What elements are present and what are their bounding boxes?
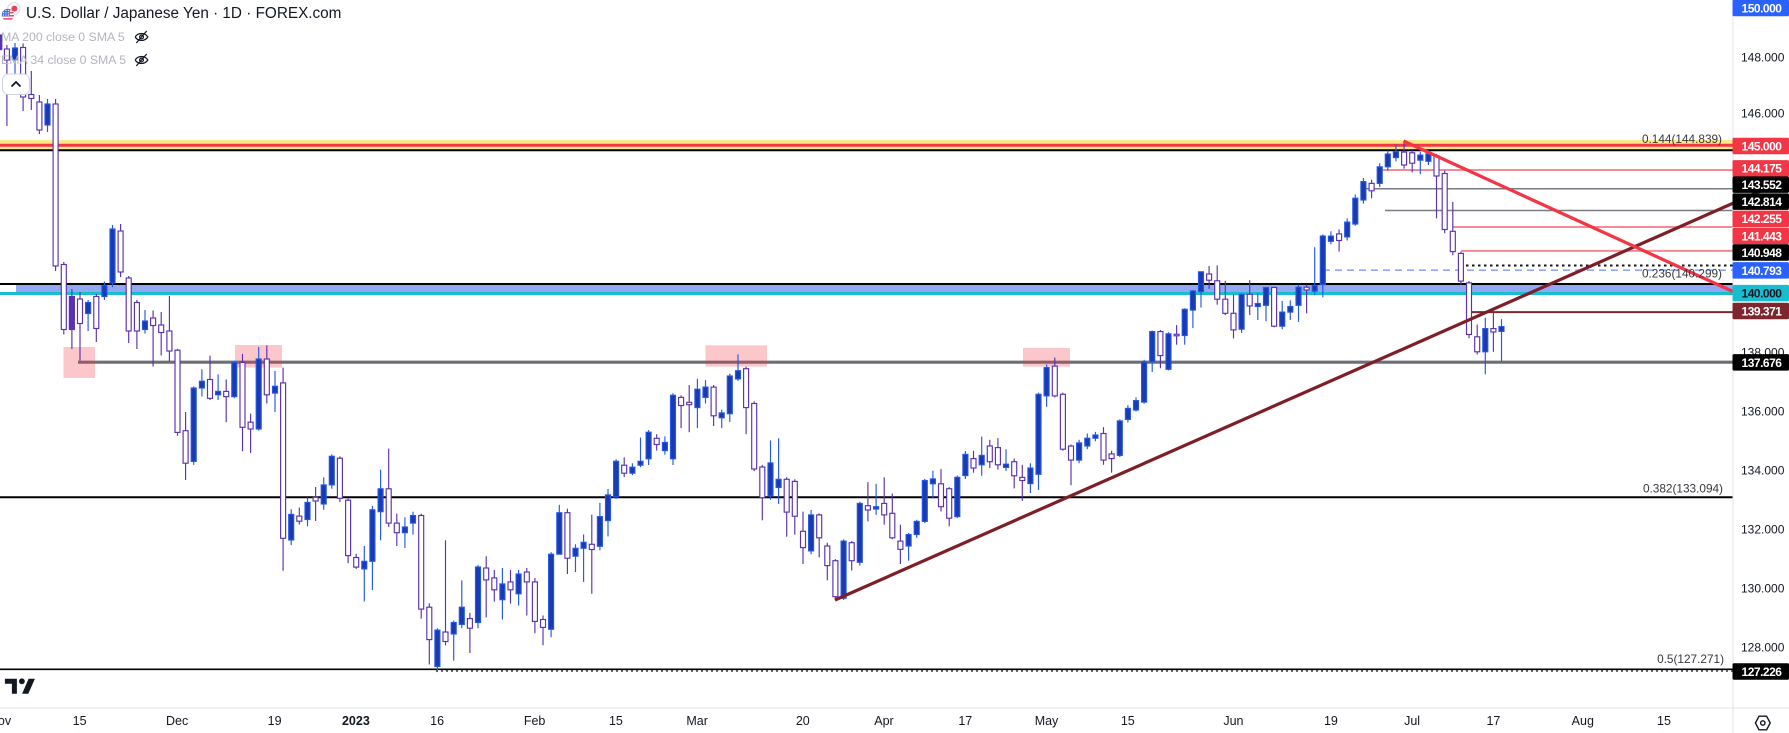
svg-text:Aug: Aug bbox=[1572, 714, 1594, 728]
svg-text:0.382(133.094): 0.382(133.094) bbox=[1643, 482, 1723, 496]
svg-text:127.226: 127.226 bbox=[1742, 665, 1783, 679]
svg-text:17: 17 bbox=[958, 714, 972, 728]
svg-text:EMA 34 close 0 SMA 5: EMA 34 close 0 SMA 5 bbox=[1, 53, 126, 67]
svg-text:136.000: 136.000 bbox=[1741, 405, 1785, 419]
svg-text:141.443: 141.443 bbox=[1742, 230, 1783, 244]
svg-text:May: May bbox=[1035, 714, 1059, 728]
svg-text:144.175: 144.175 bbox=[1742, 162, 1783, 176]
svg-text:MA 200 close 0 SMA 5: MA 200 close 0 SMA 5 bbox=[1, 30, 125, 44]
svg-text:139.371: 139.371 bbox=[1742, 304, 1783, 318]
svg-text:19: 19 bbox=[268, 714, 282, 728]
svg-text:0.144(144.839): 0.144(144.839) bbox=[1642, 132, 1722, 146]
svg-text:142.255: 142.255 bbox=[1742, 212, 1783, 226]
svg-text:Feb: Feb bbox=[524, 714, 546, 728]
svg-text:130.000: 130.000 bbox=[1741, 582, 1785, 596]
svg-text:142.814: 142.814 bbox=[1742, 195, 1783, 209]
svg-text:148.000: 148.000 bbox=[1741, 51, 1785, 65]
svg-text:Jul: Jul bbox=[1404, 714, 1420, 728]
svg-text:20: 20 bbox=[796, 714, 810, 728]
svg-text:145.000: 145.000 bbox=[1742, 139, 1783, 153]
svg-text:128.000: 128.000 bbox=[1741, 641, 1785, 655]
svg-text:19: 19 bbox=[1324, 714, 1338, 728]
svg-text:137.676: 137.676 bbox=[1742, 356, 1783, 370]
svg-text:140.793: 140.793 bbox=[1742, 264, 1783, 278]
svg-text:15: 15 bbox=[1657, 714, 1671, 728]
svg-text:140.948: 140.948 bbox=[1742, 246, 1783, 260]
svg-text:Dec: Dec bbox=[166, 714, 188, 728]
svg-text:Mar: Mar bbox=[686, 714, 708, 728]
svg-text:Nov: Nov bbox=[0, 714, 12, 728]
svg-text:Apr: Apr bbox=[874, 714, 893, 728]
svg-text:134.000: 134.000 bbox=[1741, 464, 1785, 478]
svg-text:15: 15 bbox=[609, 714, 623, 728]
svg-text:146.000: 146.000 bbox=[1741, 107, 1785, 121]
svg-text:15: 15 bbox=[73, 714, 87, 728]
svg-text:140.000: 140.000 bbox=[1742, 287, 1783, 301]
svg-text:2023: 2023 bbox=[342, 714, 370, 728]
svg-text:143.552: 143.552 bbox=[1742, 178, 1783, 192]
svg-text:0.236(140.299): 0.236(140.299) bbox=[1642, 267, 1722, 281]
svg-text:U.S. Dollar / Japanese Yen · 1: U.S. Dollar / Japanese Yen · 1D · FOREX.… bbox=[26, 5, 341, 22]
svg-text:15: 15 bbox=[1121, 714, 1135, 728]
svg-text:Jun: Jun bbox=[1223, 714, 1243, 728]
svg-text:16: 16 bbox=[430, 714, 444, 728]
svg-text:0.5(127.271): 0.5(127.271) bbox=[1657, 652, 1724, 666]
svg-text:132.000: 132.000 bbox=[1741, 523, 1785, 537]
svg-text:17: 17 bbox=[1486, 714, 1500, 728]
svg-text:150.000: 150.000 bbox=[1742, 1, 1783, 15]
